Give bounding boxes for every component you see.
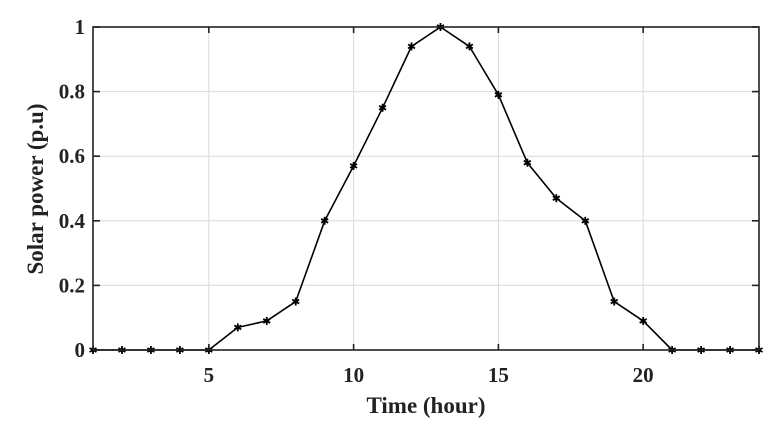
x-axis-title: Time (hour) — [366, 393, 485, 418]
star-marker-icon — [494, 90, 503, 99]
y-tick-label: 1 — [75, 15, 86, 39]
star-marker-icon — [639, 316, 648, 325]
star-marker-icon — [552, 194, 561, 203]
star-marker-icon — [291, 297, 300, 306]
star-marker-icon — [465, 42, 474, 51]
x-tick-label: 5 — [204, 363, 215, 387]
data-series — [89, 23, 763, 354]
y-tick-label: 0.2 — [59, 273, 85, 297]
axis-ticks — [93, 26, 759, 351]
star-marker-icon — [320, 216, 329, 225]
y-tick-labels: 0 0.2 0.4 0.6 0.8 1 — [59, 15, 86, 362]
star-marker-icon — [233, 323, 242, 332]
y-tick-label: 0.8 — [59, 80, 85, 104]
y-tick-label: 0.4 — [59, 209, 86, 233]
series-line — [93, 26, 759, 351]
x-tick-label: 10 — [343, 363, 364, 387]
grid-lines — [93, 27, 759, 350]
star-marker-icon — [349, 161, 358, 170]
star-marker-icon — [262, 316, 271, 325]
star-marker-icon — [378, 103, 387, 112]
y-axis-title: Solar power (p.u) — [23, 103, 48, 274]
x-tick-label: 15 — [488, 363, 509, 387]
y-tick-label: 0 — [75, 338, 86, 362]
x-tick-label: 20 — [633, 363, 654, 387]
star-marker-icon — [407, 42, 416, 51]
y-tick-label: 0.6 — [59, 144, 85, 168]
star-marker-icon — [610, 297, 619, 306]
plot-frame — [92, 26, 760, 351]
star-marker-icon — [581, 216, 590, 225]
star-marker-icon — [523, 158, 532, 167]
x-tick-labels: 5 10 15 20 — [204, 363, 654, 387]
